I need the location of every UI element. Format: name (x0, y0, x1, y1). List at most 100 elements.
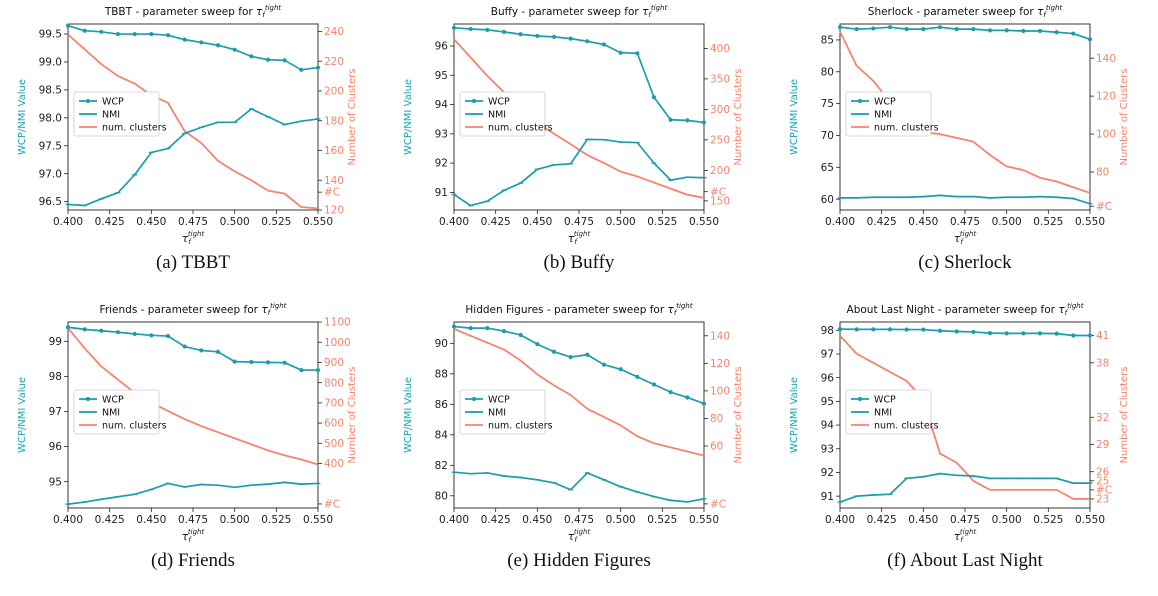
wcp-point (65, 325, 71, 330)
legend-marker (857, 98, 863, 104)
series-line-nmi (840, 194, 1091, 205)
title-tau-sub: f (268, 309, 272, 317)
x-tick-label: 0.525 (261, 514, 291, 526)
right-tick-label: 1000 (324, 337, 351, 349)
right-c-label: #C (710, 186, 726, 198)
wcp-point (149, 31, 154, 37)
title-tau-symbol: τ (668, 304, 675, 316)
right-tick-label: 200 (324, 86, 344, 98)
right-tick-label: 500 (324, 438, 344, 450)
left-tick-label: 92 (821, 467, 834, 479)
x-tick-label: 0.500 (606, 216, 636, 228)
x-label-sub: f (960, 536, 964, 544)
chart-svg: About Last Night - parameter sweep for τ… (789, 302, 1130, 544)
wcp-point (468, 26, 473, 32)
right-c-label: #C (1096, 201, 1112, 213)
wcp-point (904, 26, 909, 32)
wcp-point (282, 360, 287, 365)
right-tick-label: 220 (324, 56, 344, 68)
right-tick-label: 1100 (324, 317, 351, 329)
wcp-point (1021, 331, 1026, 336)
series-line-wcp (839, 26, 1091, 41)
x-tick-label: 0.400 (53, 216, 83, 228)
wcp-point (518, 32, 523, 37)
x-label-sub: f (574, 536, 578, 544)
wcp-point (1071, 333, 1076, 338)
wcp-point (99, 328, 104, 333)
wcp-point (518, 332, 523, 338)
wcp-point (887, 327, 893, 332)
x-axis-label: τftight (568, 528, 591, 544)
title-tau-symbol: τ (642, 6, 649, 18)
left-tick-label: 94 (821, 420, 835, 432)
title-tau-sup: tight (265, 4, 282, 12)
left-tick-label: 91 (435, 187, 448, 199)
right-tick-label: 900 (324, 357, 344, 369)
right-tick-label: 29 (1096, 439, 1109, 451)
left-tick-label: 80 (821, 66, 834, 78)
wcp-point (568, 354, 573, 360)
x-tick-label: 0.475 (950, 514, 980, 526)
x-tick-label: 0.425 (867, 216, 897, 228)
legend-label: WCP (488, 394, 510, 405)
left-y-axis-label: WCP/NMI Value (403, 79, 414, 155)
left-tick-label: 82 (435, 460, 448, 472)
right-tick-label: 140 (324, 175, 344, 187)
x-axis-label: τftight (182, 230, 205, 246)
x-label-sub: f (188, 238, 192, 246)
x-tick-label: 0.550 (689, 514, 719, 526)
wcp-point (115, 330, 121, 335)
x-tick-label: 0.525 (1033, 216, 1063, 228)
title-tau-sub: f (648, 11, 652, 19)
x-tick-label: 0.400 (53, 514, 83, 526)
wcp-point (215, 349, 221, 354)
title-tau-sup: tight (270, 302, 287, 310)
x-tick-label: 0.525 (1033, 514, 1063, 526)
x-tick-label: 0.425 (95, 216, 125, 228)
right-tick-label: 38 (1096, 357, 1109, 369)
wcp-point (501, 329, 507, 334)
wcp-point (971, 329, 976, 335)
wcp-point (618, 50, 623, 55)
series-line-nmi (453, 471, 705, 503)
x-label-tau: τ (568, 530, 575, 543)
right-y-axis-label: Number of Clusters (347, 69, 358, 166)
wcp-point (871, 26, 876, 31)
wcp-point (1087, 37, 1093, 42)
wcp-point (921, 26, 926, 32)
wcp-point (1054, 331, 1059, 336)
left-tick-label: 95 (435, 70, 448, 82)
chart-svg: Friends - parameter sweep for τftight 95 9… (17, 302, 358, 544)
x-tick-label: 0.425 (867, 514, 897, 526)
wcp-point (451, 324, 457, 329)
left-tick-label: 98 (821, 325, 834, 337)
x-tick-label: 0.550 (1075, 216, 1105, 228)
x-tick-label: 0.475 (564, 216, 594, 228)
wcp-point (232, 359, 237, 364)
wcp-point (871, 327, 876, 332)
wcp-point (551, 34, 557, 39)
legend-label: num. clusters (874, 122, 939, 133)
legend-marker (85, 98, 91, 104)
legend-label: WCP (874, 394, 896, 405)
chart-panel-3: Sherlock - parameter sweep for τftight 60… (772, 0, 1158, 298)
legend-label: num. clusters (102, 420, 167, 431)
x-tick-label: 0.500 (606, 514, 636, 526)
subfigure-caption: (c) Sherlock (918, 252, 1012, 273)
legend-label: num. clusters (874, 420, 939, 431)
x-label-sub: f (574, 238, 578, 246)
x-label-sup: tight (574, 230, 591, 238)
wcp-point (249, 359, 254, 365)
right-c-label: #C (324, 499, 340, 511)
legend-label: NMI (874, 109, 892, 120)
subfigure-caption: (d) Friends (151, 550, 235, 571)
legend-box (459, 91, 546, 137)
left-tick-label: 98.0 (39, 112, 62, 124)
wcp-point (668, 117, 673, 122)
wcp-point (451, 25, 457, 30)
x-label-sub: f (960, 238, 964, 246)
right-tick-label: 350 (710, 73, 730, 85)
right-tick-label: 32 (1096, 412, 1109, 424)
wcp-point (1004, 331, 1009, 336)
right-tick-label: 180 (324, 115, 344, 127)
